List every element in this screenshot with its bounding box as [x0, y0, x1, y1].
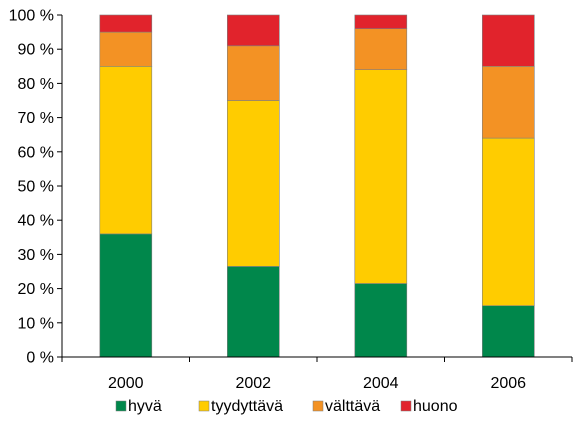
bar-segment-huono-2004	[354, 14, 408, 29]
bar-segment-hyvä-2004	[354, 283, 408, 358]
legend-label-tyydyttävä: tyydyttävä	[211, 398, 283, 415]
y-tick-label: 70 %	[18, 110, 54, 127]
bar-segment-tyydyttävä-2006	[481, 137, 535, 307]
bar-segment-tyydyttävä-2000	[99, 66, 153, 235]
x-tick-label: 2006	[490, 375, 526, 392]
legend-swatch-hyvä	[115, 400, 127, 412]
legend: hyvä tyydyttävä välttävä huono	[115, 398, 458, 415]
legend-swatch-välttävä	[312, 400, 324, 412]
bar-segment-välttävä-2002	[227, 45, 280, 101]
x-tick-label: 2000	[108, 375, 144, 392]
y-tick-label: 0 %	[26, 350, 54, 367]
legend-label-huono: huono	[413, 398, 458, 415]
bar-segment-tyydyttävä-2002	[227, 100, 280, 267]
y-tick-label: 30 %	[18, 247, 54, 264]
bar-segment-hyvä-2006	[481, 305, 535, 358]
x-axis: 2000 2002 2004 2006	[61, 356, 573, 392]
y-axis: 0 % 10 % 20 % 30 % 40 % 50 % 60 % 70 % 80 % 90 % 1…	[9, 8, 63, 367]
bar-segment-huono-2002	[227, 14, 280, 47]
legend-swatch-huono	[400, 400, 412, 412]
bar-segment-hyvä-2002	[227, 266, 280, 358]
x-tick-label: 2002	[235, 375, 271, 392]
bar-segment-tyydyttävä-2004	[354, 69, 408, 284]
bar-segment-välttävä-2000	[99, 31, 153, 67]
bar-segment-hyvä-2000	[99, 233, 153, 358]
legend-label-hyvä: hyvä	[128, 398, 162, 415]
bar-segment-huono-2000	[99, 14, 153, 33]
bar-segment-huono-2006	[481, 14, 535, 67]
legend-swatch-tyydyttävä	[198, 400, 210, 412]
y-tick-label: 10 %	[18, 315, 54, 332]
plot-area	[99, 14, 535, 358]
bar-segment-välttävä-2004	[354, 28, 408, 71]
y-tick-label: 60 %	[18, 144, 54, 161]
bar-segment-välttävä-2006	[481, 66, 535, 139]
y-tick-label: 80 %	[18, 76, 54, 93]
legend-label-välttävä: välttävä	[325, 398, 380, 415]
y-tick-label: 20 %	[18, 281, 54, 298]
x-tick-label: 2004	[363, 375, 399, 392]
y-tick-label: 40 %	[18, 213, 54, 230]
y-tick-label: 50 %	[18, 179, 54, 196]
y-tick-label: 100 %	[9, 8, 54, 25]
y-tick-label: 90 %	[18, 42, 54, 59]
